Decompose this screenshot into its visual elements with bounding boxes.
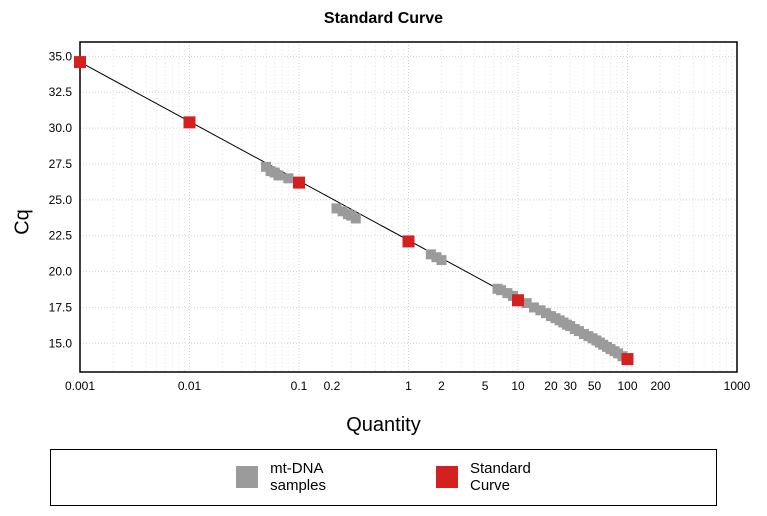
- svg-text:2: 2: [438, 379, 445, 393]
- legend: mt-DNA samples Standard Curve: [50, 449, 717, 506]
- svg-text:22.5: 22.5: [49, 229, 73, 243]
- plot-area: Cq 0.001 0.01 0.1 1 10 100 1000 0.2 2 5 20 30 50 200 1…: [10, 32, 757, 412]
- legend-label-standard: Standard Curve: [470, 460, 531, 495]
- svg-text:20: 20: [544, 379, 558, 393]
- legend-item-standard: Standard Curve: [436, 460, 531, 495]
- svg-text:30: 30: [564, 379, 578, 393]
- svg-text:0.2: 0.2: [324, 379, 341, 393]
- svg-text:20.0: 20.0: [49, 265, 73, 279]
- svg-text:25.0: 25.0: [49, 193, 73, 207]
- y-axis-label: Cq: [11, 209, 34, 235]
- svg-text:50: 50: [588, 379, 602, 393]
- svg-text:0.01: 0.01: [178, 379, 202, 393]
- standard-curve-chart: Standard Curve Cq 0.001 0.01 0.1 1 10 100 1000…: [10, 10, 757, 506]
- svg-text:30.0: 30.0: [49, 121, 73, 135]
- svg-text:27.5: 27.5: [49, 157, 73, 171]
- svg-text:32.5: 32.5: [49, 85, 73, 99]
- svg-text:1: 1: [405, 379, 412, 393]
- svg-text:10: 10: [511, 379, 525, 393]
- chart-title: Standard Curve: [10, 10, 757, 28]
- svg-text:200: 200: [650, 379, 670, 393]
- svg-text:100: 100: [617, 379, 637, 393]
- plot-svg: 0.001 0.01 0.1 1 10 100 1000 0.2 2 5 20 30 50 200 15.0…: [10, 32, 757, 412]
- svg-text:15.0: 15.0: [49, 336, 73, 350]
- legend-item-samples: mt-DNA samples: [236, 460, 326, 495]
- svg-text:1000: 1000: [724, 379, 751, 393]
- legend-swatch-samples: [236, 466, 258, 488]
- svg-text:17.5: 17.5: [49, 300, 73, 314]
- x-axis-label: Quantity: [10, 414, 757, 437]
- svg-text:0.001: 0.001: [65, 379, 95, 393]
- legend-label-samples: mt-DNA samples: [270, 460, 326, 495]
- svg-text:5: 5: [482, 379, 489, 393]
- legend-swatch-standard: [436, 466, 458, 488]
- svg-text:0.1: 0.1: [291, 379, 308, 393]
- svg-text:35.0: 35.0: [49, 49, 73, 63]
